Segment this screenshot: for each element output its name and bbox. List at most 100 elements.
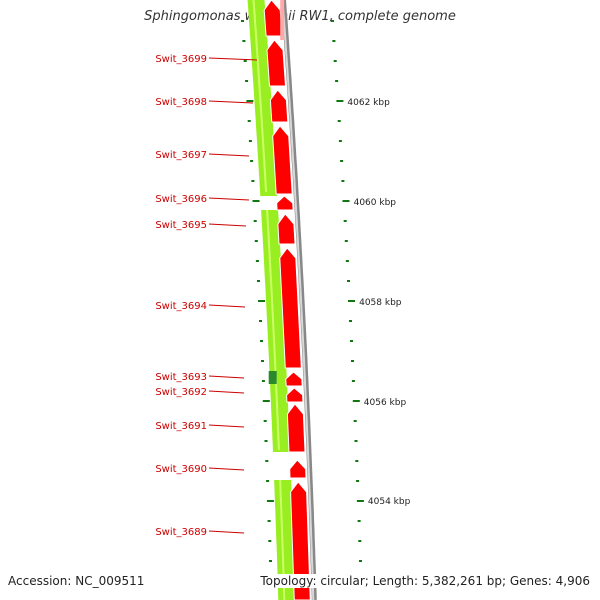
minor-scale-tick (353, 420, 357, 422)
minor-scale-tick (341, 180, 345, 182)
reverse-gene-arrow (285, 371, 303, 387)
inner-tick (266, 480, 270, 482)
inner-tick (263, 420, 267, 422)
inner-tick (245, 80, 249, 82)
inner-tick (261, 380, 265, 382)
minor-scale-tick (340, 160, 344, 162)
gene-label-leader (208, 57, 258, 61)
gene-label-leader (208, 223, 247, 227)
minor-scale-tick (333, 60, 337, 62)
gene-label-leader (208, 375, 245, 379)
inner-tick (253, 220, 257, 222)
topology-text: Topology: circular; Length: 5,382,261 bp… (260, 574, 590, 588)
inner-tick (257, 280, 260, 282)
minor-scale-tick (354, 440, 358, 442)
gene-label-leader (208, 424, 245, 428)
gene-label: Swit_3693 (155, 372, 207, 383)
inner-tick (246, 100, 254, 102)
gene-label: Swit_3692 (155, 387, 207, 398)
gene-label: Swit_3697 (155, 150, 207, 161)
map-title: Sphingomonas wittichii RW1, complete gen… (144, 9, 456, 24)
minor-scale-tick (359, 560, 362, 562)
forward-track-segment (261, 210, 290, 452)
gene-label-leader (208, 390, 245, 394)
reverse-gene-arrow (269, 89, 289, 123)
reverse-gene-arrow (279, 247, 302, 369)
major-scale-tick (352, 400, 360, 402)
gene-label-leader (208, 100, 254, 104)
reverse-gene-arrow (277, 213, 296, 245)
inner-tick (261, 360, 264, 362)
reverse-gene-arrow (276, 195, 294, 211)
forward-track-segment (274, 480, 296, 600)
forward-track-highlight (266, 209, 280, 451)
inner-tick (264, 440, 268, 442)
inner-tick (258, 300, 265, 302)
gene-label: Swit_3698 (155, 97, 207, 108)
gene-label-leader (208, 467, 245, 471)
minor-scale-tick (337, 120, 341, 122)
inner-tick (255, 260, 259, 262)
scale-label: 4056 kbp (364, 398, 407, 408)
inner-tick (241, 20, 244, 22)
gene-label-leader (208, 304, 246, 308)
inner-tick (248, 140, 252, 142)
gene-label: Swit_3689 (155, 527, 207, 538)
minor-scale-tick (335, 80, 339, 82)
minor-scale-tick (351, 360, 354, 362)
minor-scale-tick (347, 280, 350, 282)
minor-scale-tick (343, 220, 347, 222)
gene-label-leader (208, 197, 250, 201)
inner-tick (266, 500, 274, 502)
major-scale-tick (342, 200, 350, 202)
inner-tick (254, 240, 258, 242)
reverse-track (263, 0, 311, 600)
gene-label: Swit_3696 (155, 194, 207, 205)
gene-label: Swit_3690 (155, 464, 207, 475)
backbone-layer (281, 0, 317, 600)
minor-scale-tick (332, 40, 336, 42)
inner-tick (260, 340, 263, 342)
reverse-gene-arrow (286, 403, 306, 453)
gene-labels: Swit_3699 Swit_3698 Swit_3697 Swit_3696 Swit… (155, 54, 258, 538)
gene-label: Swit_3695 (155, 220, 207, 231)
minor-scale-tick (344, 240, 348, 242)
reverse-gene-arrow (286, 387, 304, 403)
backbone-highlight (281, 0, 315, 600)
gene-label-leader (208, 530, 245, 534)
minor-scale-tick (351, 380, 355, 382)
inner-tick (259, 320, 262, 322)
minor-scale-tick (345, 260, 349, 262)
minor-scale-tick (355, 460, 359, 462)
gene-label: Swit_3694 (155, 301, 207, 312)
inner-tick (269, 560, 272, 562)
scale-label: 4060 kbp (354, 198, 397, 208)
inner-tick (250, 160, 254, 162)
scale-label: 4062 kbp (347, 98, 390, 108)
forward-feature-block (268, 371, 277, 384)
inner-tick (251, 180, 255, 182)
minor-scale-tick (350, 340, 353, 342)
inner-tick (268, 540, 272, 542)
scale-labels: 4062 kbp 4060 kbp 4058 kbp 4056 kbp 4054 kbp (347, 98, 410, 507)
reverse-gene-arrow (263, 0, 283, 37)
minor-scale-tick (349, 320, 352, 322)
major-scale-tick (348, 300, 355, 302)
major-scale-tick (356, 500, 364, 502)
inner-tick (252, 200, 260, 202)
reverse-gene-arrow (266, 39, 287, 87)
minor-scale-tick (357, 520, 361, 522)
inner-tick (262, 400, 270, 402)
minor-scale-tick (356, 480, 360, 482)
gene-label-leader (208, 153, 250, 157)
inner-tick (265, 460, 269, 462)
reverse-gene-arrow (290, 481, 311, 600)
minor-scale-tick (338, 140, 342, 142)
inner-tick (247, 120, 251, 122)
reverse-gene-arrow (289, 459, 307, 479)
forward-track-highlight (252, 0, 268, 193)
minor-scale-tick (358, 540, 362, 542)
reverse-track-highlight (280, 0, 285, 40)
gene-label: Swit_3699 (155, 54, 207, 65)
